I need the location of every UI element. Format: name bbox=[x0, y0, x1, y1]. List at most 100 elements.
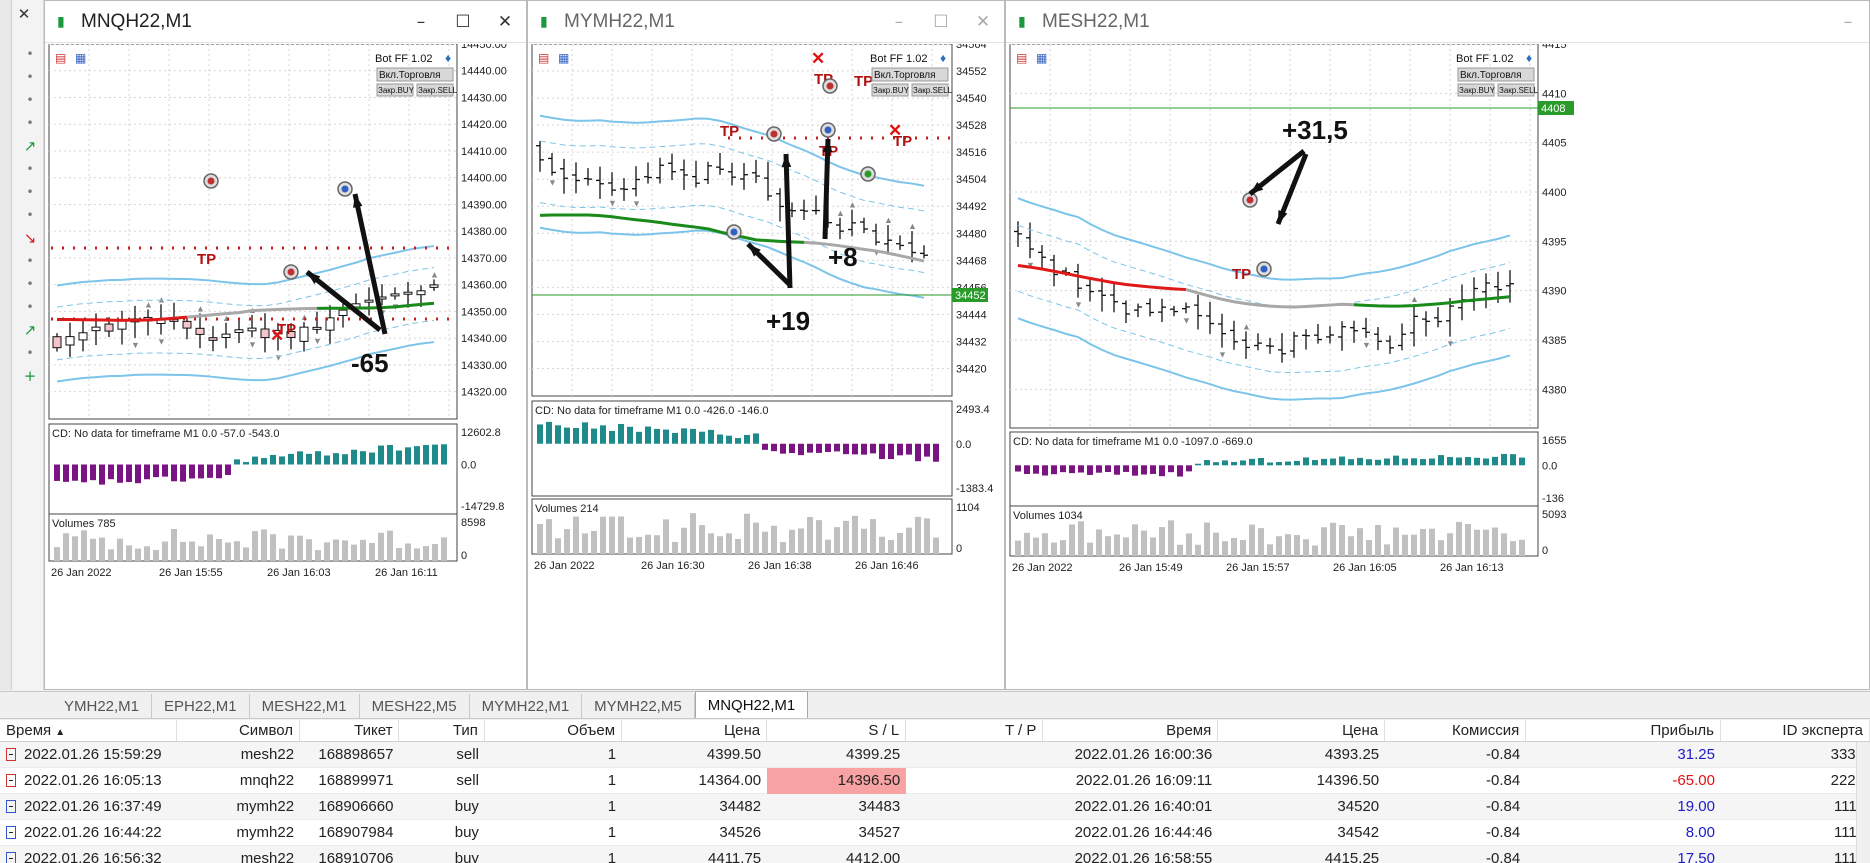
chart-properties-icon: ▦ bbox=[75, 51, 86, 65]
col-open-time[interactable]: Время ▲ bbox=[0, 720, 177, 741]
volume-bar bbox=[1159, 527, 1165, 556]
table-row[interactable]: 2022.01.26 16:05:13 mnqh22 168899971 sell 1 1… bbox=[0, 767, 1870, 794]
tab-mymh22-m1[interactable]: MYMH22,M1 bbox=[470, 694, 583, 718]
dot-icon[interactable]: • bbox=[26, 47, 34, 61]
dot-icon[interactable]: • bbox=[26, 70, 34, 84]
close-icon[interactable]: ✕ bbox=[17, 5, 31, 23]
chart-window-mymh22[interactable]: ▮ MYMH22,M1 – ☐ ✕ 34564 34552 34540 34528 34… bbox=[527, 0, 1005, 690]
col-volume[interactable]: Объем bbox=[485, 720, 623, 741]
col-profit[interactable]: Прибыль bbox=[1526, 720, 1721, 741]
col-close-price[interactable]: Цена bbox=[1218, 720, 1386, 741]
dot-icon[interactable]: • bbox=[26, 208, 34, 222]
trend-up-icon[interactable]: ↗ bbox=[23, 137, 37, 155]
chart-titlebar[interactable]: ▮ MNQH22,M1 – ☐ ✕ bbox=[45, 1, 526, 43]
dot-icon[interactable]: • bbox=[26, 277, 34, 291]
volume-bar bbox=[924, 518, 930, 554]
close-sell-label: Закр.SELL bbox=[1499, 86, 1539, 95]
moving-average-segment bbox=[1185, 288, 1355, 309]
volume-label: Volumes 785 bbox=[52, 518, 116, 530]
fractal-arrow-icon: ▼ bbox=[1026, 260, 1035, 270]
chart-canvas[interactable]: 4415 4410 4405 4400 4395 4390 4385 4380 ▼ ▼ ▼ ▼ ▲ ▼ ▲ ▼… bbox=[1006, 44, 1870, 689]
col-price[interactable]: Цена bbox=[622, 720, 768, 741]
oscillator-bar bbox=[378, 445, 384, 465]
fractal-arrow-icon: ▲ bbox=[196, 303, 205, 313]
annotation-arrowhead bbox=[353, 194, 363, 208]
table-row[interactable]: 2022.01.26 16:37:49 mymh22 168906660 buy 1 34… bbox=[0, 794, 1870, 820]
col-ticket[interactable]: Тикет bbox=[300, 720, 400, 741]
col-expert-id[interactable]: ID эксперта bbox=[1721, 720, 1870, 741]
tab-mesh22-m1[interactable]: MESH22,M1 bbox=[250, 694, 360, 718]
table-row[interactable]: 2022.01.26 15:59:29 mesh22 168898657 sell 1 4… bbox=[0, 742, 1870, 768]
price-axis-label: 4380 bbox=[1542, 384, 1566, 396]
col-commission[interactable]: Комиссия bbox=[1385, 720, 1527, 741]
oscillator-bar bbox=[1222, 460, 1228, 466]
dot-icon[interactable]: • bbox=[26, 300, 34, 314]
volume-bar bbox=[681, 527, 687, 554]
col-type[interactable]: Тип bbox=[399, 720, 485, 741]
oscillator-bar bbox=[1456, 457, 1462, 466]
cell-value: 31.25 bbox=[1677, 745, 1715, 763]
dot-icon[interactable]: • bbox=[26, 93, 34, 107]
volume-bar bbox=[726, 533, 732, 554]
close-buy-label: Закр.BUY bbox=[1459, 86, 1496, 95]
volume-bar bbox=[870, 519, 876, 554]
dot-icon[interactable]: • bbox=[26, 162, 34, 176]
minimize-icon[interactable]: – bbox=[894, 11, 904, 32]
trend-up-icon[interactable]: ↗ bbox=[23, 321, 37, 339]
take-profit-marker: TP bbox=[854, 73, 873, 90]
bollinger-upper bbox=[1017, 197, 1511, 281]
cell-value: buy bbox=[454, 797, 479, 815]
chart-titlebar[interactable]: ▮ MYMH22,M1 – ☐ ✕ bbox=[528, 1, 1004, 43]
close-icon[interactable]: ✕ bbox=[975, 11, 991, 32]
chart-window-mnqh22[interactable]: ▮ MNQH22,M1 – ☐ ✕ 14450.00 14440.00 14430.… bbox=[44, 0, 527, 690]
chart-titlebar[interactable]: ▮ MESH22,M1 – bbox=[1006, 1, 1869, 43]
table-scrollbar[interactable] bbox=[1856, 742, 1870, 863]
cell-value: 168906660 bbox=[318, 797, 394, 815]
cell-value: 2022.01.26 16:44:22 bbox=[24, 823, 162, 841]
tab-mymh22-m5[interactable]: MYMH22,M5 bbox=[582, 694, 695, 718]
tab-ymh22-m1[interactable]: YMH22,M1 bbox=[52, 694, 153, 718]
oscillator-bar bbox=[1258, 458, 1264, 466]
cell-value: sell bbox=[456, 745, 479, 763]
volume-bar bbox=[915, 516, 921, 554]
tab-eph22-m1[interactable]: EPH22,M1 bbox=[152, 694, 250, 718]
col-sl[interactable]: S / L bbox=[767, 720, 907, 741]
table-row[interactable]: 2022.01.26 16:44:22 mymh22 168907984 buy 1 34… bbox=[0, 820, 1870, 846]
annotation-arrow bbox=[822, 138, 831, 240]
maximize-icon[interactable]: ☐ bbox=[455, 11, 471, 32]
toolbox-handle[interactable] bbox=[0, 0, 12, 690]
col-tp[interactable]: T / P bbox=[906, 720, 1044, 741]
volume-bar bbox=[546, 519, 552, 554]
time-axis-label: 26 Jan 15:57 bbox=[1226, 562, 1290, 574]
dot-icon[interactable]: • bbox=[26, 185, 34, 199]
chart-canvas[interactable]: 34564 34552 34540 34528 34516 34504 34492 34480… bbox=[528, 44, 1006, 689]
col-close-time[interactable]: Время bbox=[1043, 720, 1219, 741]
cell-value: 168899971 bbox=[318, 771, 394, 789]
cell-sl: 4399.25 bbox=[767, 742, 906, 768]
close-icon[interactable]: ✕ bbox=[497, 11, 513, 32]
oscillator-bar bbox=[933, 443, 939, 462]
moving-average-segment bbox=[803, 240, 925, 263]
volume-bar bbox=[1438, 540, 1444, 556]
tab-mesh22-m5[interactable]: MESH22,M5 bbox=[360, 694, 470, 718]
cell-value: 4415.25 bbox=[1324, 849, 1380, 863]
fractal-arrow-icon: ▲ bbox=[144, 299, 153, 309]
chart-window-mesh22[interactable]: ▮ MESH22,M1 – 4415 4410 4405 4400 4395 4390 43… bbox=[1005, 0, 1870, 690]
volume-bar bbox=[1357, 528, 1363, 556]
dot-icon[interactable]: • bbox=[26, 254, 34, 268]
chart-canvas[interactable]: 14450.00 14440.00 14430.00 14420.00 14410.00… bbox=[45, 44, 528, 689]
maximize-icon[interactable]: ☐ bbox=[933, 11, 949, 32]
table-row[interactable]: 2022.01.26 16:56:32 mesh22 168910706 buy 1 44… bbox=[0, 846, 1870, 863]
oscillator-bar bbox=[1357, 457, 1363, 466]
dot-icon[interactable]: • bbox=[26, 116, 34, 130]
plus-icon[interactable]: + bbox=[23, 367, 37, 385]
minimize-icon[interactable]: – bbox=[1843, 11, 1853, 32]
dot-icon[interactable]: • bbox=[26, 346, 34, 360]
col-symbol[interactable]: Символ bbox=[177, 720, 301, 741]
oscillator-bar bbox=[1204, 460, 1210, 466]
price-axis-label: 14380.00 bbox=[461, 226, 507, 238]
trend-down-icon[interactable]: ↘ bbox=[23, 229, 37, 247]
cell-close-price: 4393.25 bbox=[1218, 742, 1385, 768]
tab-mnqh22-m1[interactable]: MNQH22,M1 bbox=[694, 691, 809, 718]
minimize-icon[interactable]: – bbox=[416, 11, 426, 32]
